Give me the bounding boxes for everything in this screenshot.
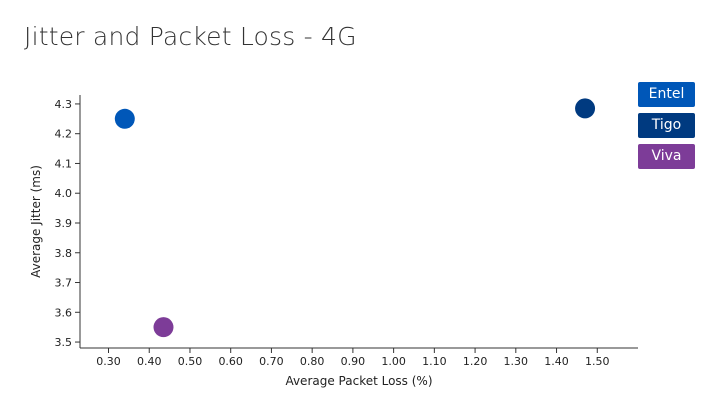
x-tick-label: 1.50 [585, 355, 610, 368]
y-tick-label: 4.0 [55, 187, 73, 200]
x-axis-ticks: 0.30 0.40 0.50 0.60 0.70 0.80 0.90 1.00 1.10 1.20… [96, 348, 610, 368]
y-axis-ticks: 3.5 3.6 3.7 3.8 3.9 4.0 4.1 4.2 4.3 [55, 98, 80, 349]
data-point-entel [114, 108, 135, 129]
x-tick-label: 1.20 [463, 355, 488, 368]
data-point-viva [153, 317, 174, 338]
x-tick-label: 1.00 [381, 355, 406, 368]
x-tick-label: 0.70 [259, 355, 284, 368]
data-point-tigo [575, 98, 596, 119]
legend-item-entel[interactable]: Entel [638, 82, 695, 107]
y-tick-label: 3.8 [55, 247, 73, 260]
y-tick-label: 4.2 [55, 128, 73, 141]
x-tick-label: 1.10 [422, 355, 447, 368]
y-axis-title: Average Jitter (ms) [29, 165, 43, 278]
y-tick-label: 4.3 [55, 98, 73, 111]
x-tick-label: 0.40 [137, 355, 162, 368]
x-tick-label: 1.30 [504, 355, 529, 368]
x-tick-label: 0.90 [341, 355, 366, 368]
chart-title: Jitter and Packet Loss - 4G [24, 22, 357, 51]
y-tick-label: 3.9 [55, 217, 73, 230]
y-tick-label: 3.6 [55, 306, 73, 319]
x-tick-label: 0.60 [218, 355, 243, 368]
y-tick-label: 3.5 [55, 336, 73, 349]
axes [79, 95, 638, 349]
legend-item-viva[interactable]: Viva [638, 144, 695, 169]
data-points [114, 98, 596, 338]
x-tick-label: 0.30 [96, 355, 121, 368]
legend-item-tigo[interactable]: Tigo [638, 113, 695, 138]
legend: Entel Tigo Viva [638, 82, 695, 175]
x-tick-label: 0.80 [300, 355, 325, 368]
y-tick-label: 4.1 [55, 157, 73, 170]
y-tick-label: 3.7 [55, 277, 73, 290]
x-tick-label: 0.50 [178, 355, 203, 368]
x-tick-label: 1.40 [544, 355, 569, 368]
x-axis-title: Average Packet Loss (%) [285, 374, 432, 388]
